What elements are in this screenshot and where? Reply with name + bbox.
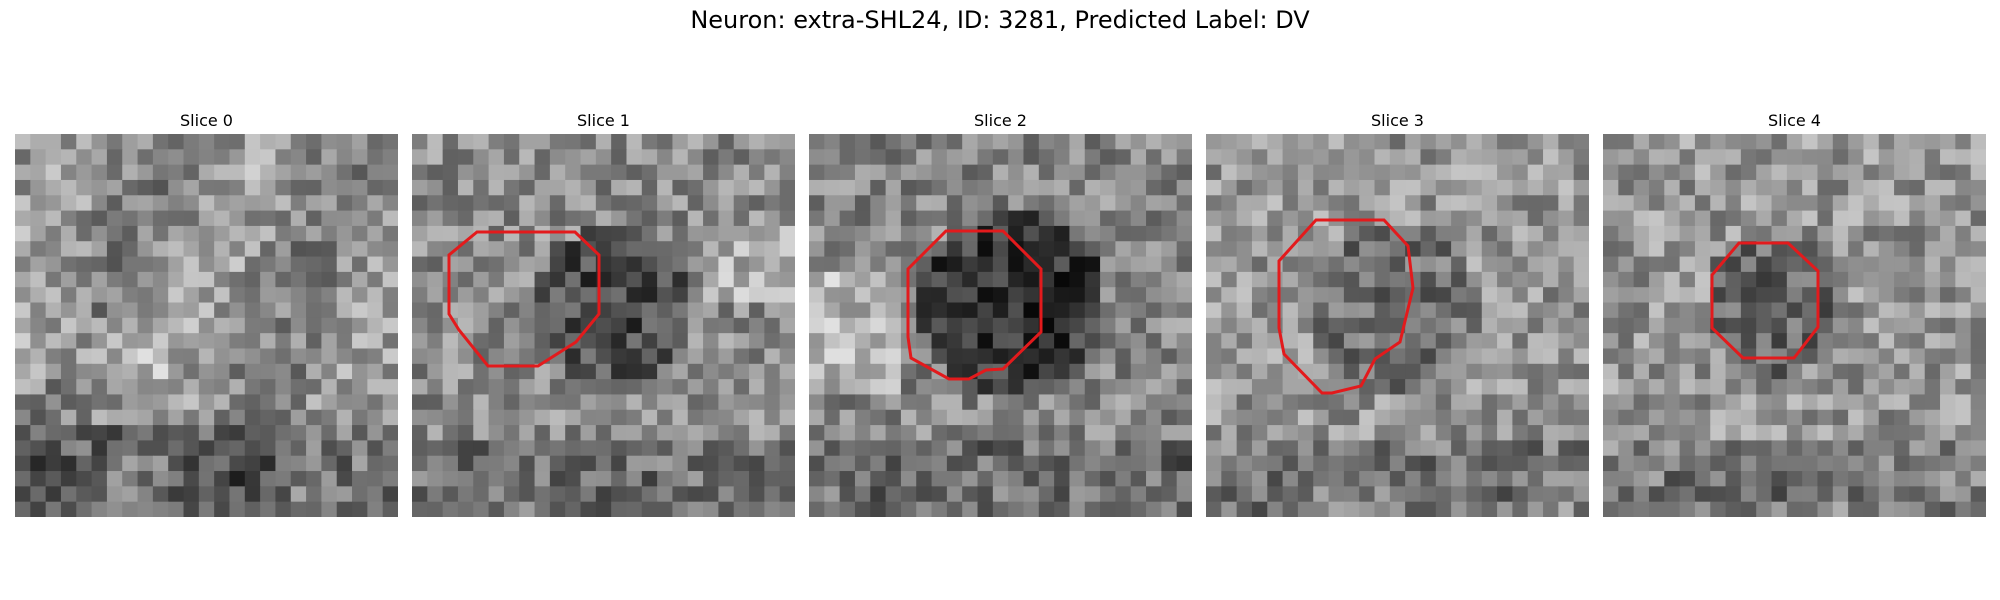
slice-image bbox=[1603, 134, 1986, 517]
pixel-grid bbox=[15, 134, 398, 517]
slice-title: Slice 0 bbox=[180, 111, 233, 130]
slice-title: Slice 2 bbox=[974, 111, 1027, 130]
slice-image bbox=[809, 134, 1192, 517]
pixel-grid bbox=[412, 134, 795, 517]
slice-image bbox=[412, 134, 795, 517]
slice-panel-4: Slice 4 bbox=[1603, 110, 1986, 517]
slice-title: Slice 3 bbox=[1371, 111, 1424, 130]
figure-title: Neuron: extra-SHL24, ID: 3281, Predicted… bbox=[690, 6, 1310, 34]
pixel-grid bbox=[809, 134, 1192, 517]
slice-panel-2: Slice 2 bbox=[809, 110, 1192, 517]
slice-title: Slice 4 bbox=[1768, 111, 1821, 130]
roi-contour bbox=[447, 230, 601, 368]
pixel-grid bbox=[1206, 134, 1589, 517]
roi-contour bbox=[906, 229, 1043, 381]
slice-title: Slice 1 bbox=[577, 111, 630, 130]
pixel-grid bbox=[1603, 134, 1986, 517]
roi-contour bbox=[1710, 241, 1820, 360]
roi-contour bbox=[1277, 218, 1415, 395]
slice-panel-3: Slice 3 bbox=[1206, 110, 1589, 517]
slice-image bbox=[15, 134, 398, 517]
slice-panel-0: Slice 0 bbox=[15, 110, 398, 517]
slice-image bbox=[1206, 134, 1589, 517]
slice-panel-1: Slice 1 bbox=[412, 110, 795, 517]
